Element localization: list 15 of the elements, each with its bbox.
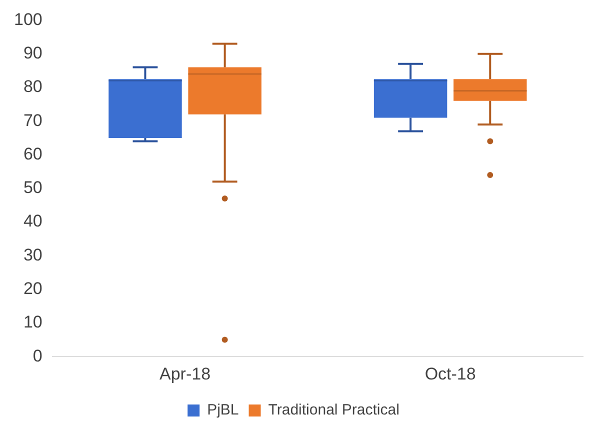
y-tick-label: 100 [14,10,42,29]
y-tick-label: 90 [23,44,42,63]
y-tick-label: 50 [23,178,42,198]
legend-label: PjBL [207,402,239,419]
x-tick-label: Apr-18 [160,364,211,384]
y-tick-label: 60 [23,144,42,164]
legend-label: Traditional Practical [268,402,400,419]
y-tick-label: 80 [23,77,42,96]
y-tick-label: 70 [23,110,42,130]
y-tick-label: 0 [32,346,42,366]
x-tick-label: Oct-18 [424,364,476,384]
y-tick-label: 40 [23,212,42,231]
y-tick-label: 30 [23,245,42,264]
y-tick-label: 20 [23,279,42,298]
y-tick-label: 10 [23,312,42,332]
